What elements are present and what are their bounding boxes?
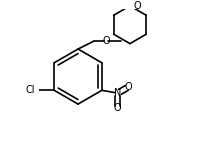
Text: O: O — [125, 82, 132, 92]
Text: O: O — [134, 1, 141, 11]
Text: Cl: Cl — [26, 85, 35, 95]
Text: O: O — [114, 103, 121, 113]
Text: N: N — [114, 88, 121, 98]
Text: O: O — [102, 36, 110, 46]
